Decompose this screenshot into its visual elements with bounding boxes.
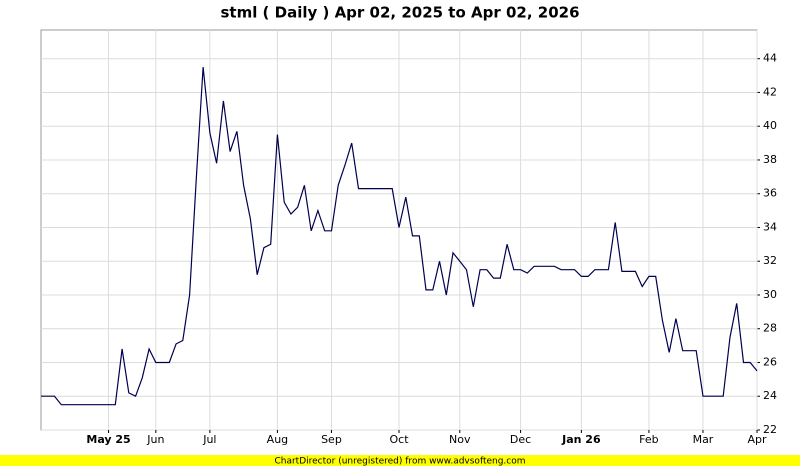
x-tick-label: Mar — [693, 433, 714, 446]
y-tick-label: 34 — [763, 220, 777, 233]
x-tick-label: May 25 — [86, 433, 130, 446]
footer-bar — [0, 455, 800, 466]
x-tick-label: Dec — [510, 433, 531, 446]
price-line — [41, 67, 758, 406]
x-tick-label: Apr — [747, 433, 767, 446]
y-tick-label: 30 — [763, 288, 777, 301]
y-tick-label: 26 — [763, 355, 777, 368]
y-tick-label: 22 — [763, 423, 777, 436]
x-tick-label: Jul — [202, 433, 216, 446]
x-tick-label: Oct — [389, 433, 409, 446]
y-tick-label: 44 — [763, 52, 777, 65]
x-tick-label: Sep — [321, 433, 342, 446]
x-tick-label: Feb — [639, 433, 658, 446]
y-tick-label: 24 — [763, 389, 777, 402]
footer: ChartDirector (unregistered) from www.ad… — [274, 457, 525, 466]
y-tick-label: 38 — [763, 153, 777, 166]
x-tick-label: Nov — [449, 433, 471, 446]
x-tick-label: Jun — [146, 433, 164, 446]
y-tick-label: 28 — [763, 322, 777, 335]
y-tick-label: 42 — [763, 85, 777, 98]
y-tick-label: 36 — [763, 187, 777, 200]
y-tick-label: 40 — [763, 119, 777, 132]
x-tick-label: Jan 26 — [561, 433, 601, 446]
y-tick-label: 32 — [763, 254, 777, 267]
chart-title: stml ( Daily ) Apr 02, 2025 to Apr 02, 2… — [220, 4, 579, 22]
x-tick-label: Aug — [267, 433, 288, 446]
